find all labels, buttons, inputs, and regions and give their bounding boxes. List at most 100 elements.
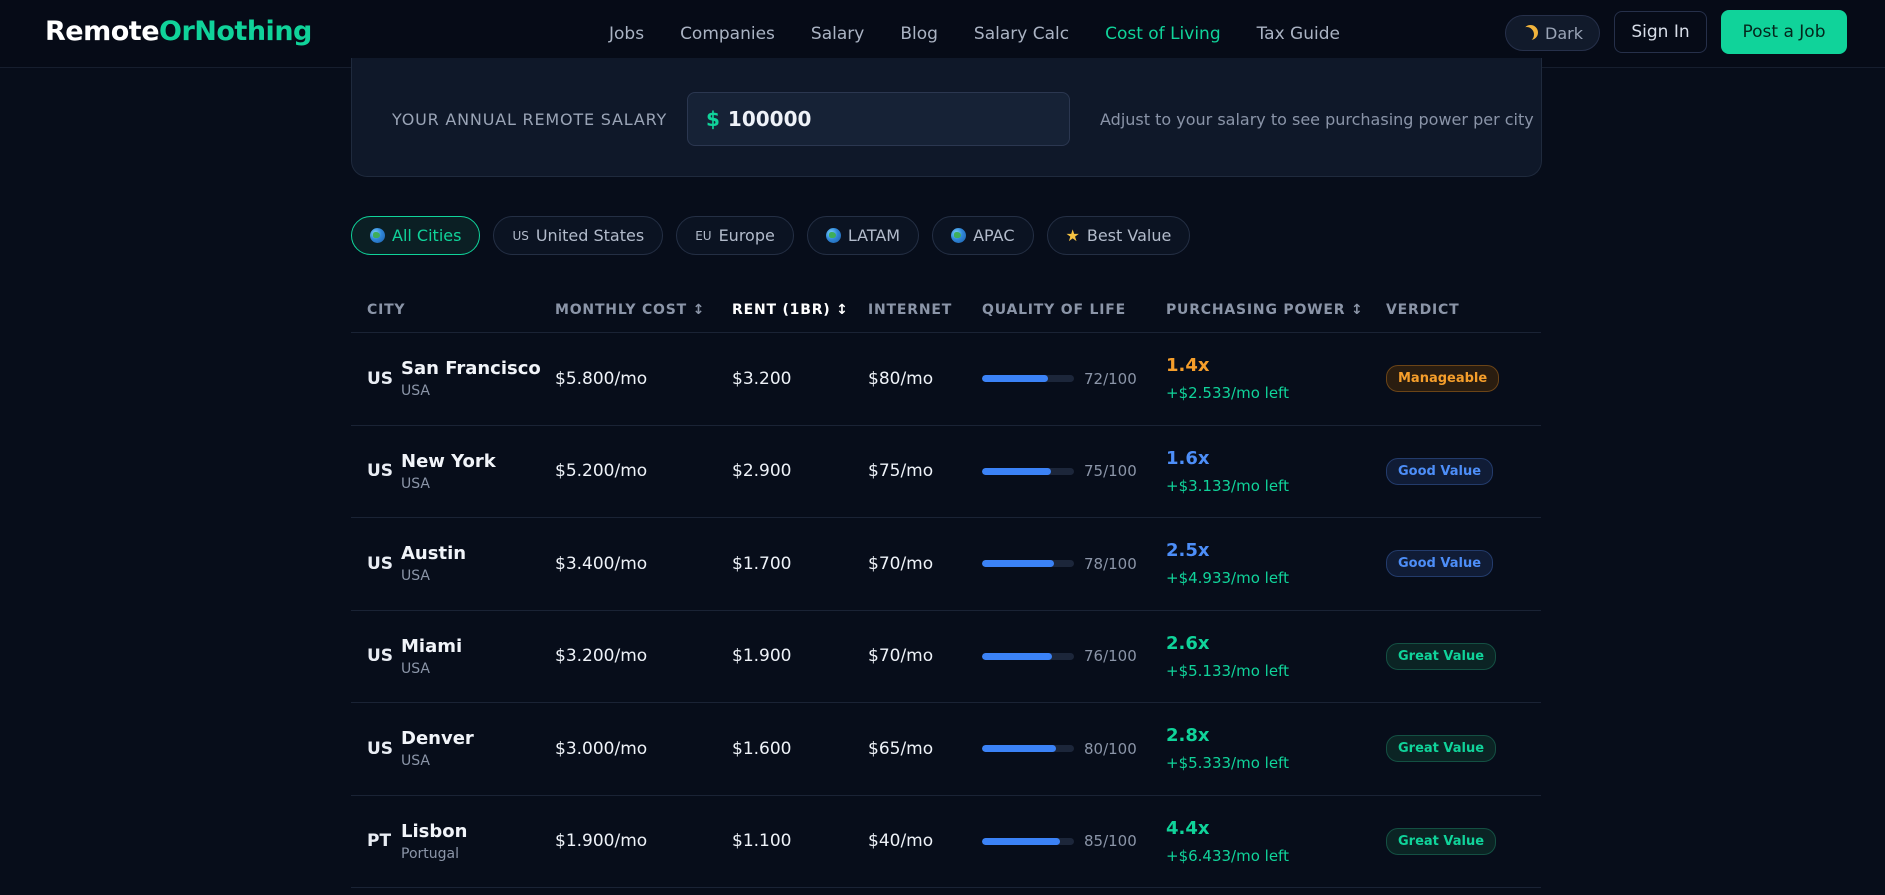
top-navbar: RemoteOrNothing Jobs Companies Salary Bl… — [0, 0, 1885, 68]
city-country: USA — [401, 568, 430, 585]
salary-input[interactable] — [727, 107, 1028, 131]
nav-link-cost-of-living[interactable]: Cost of Living — [1105, 24, 1221, 44]
internet-cost: $70/mo — [868, 646, 934, 667]
theme-toggle-button[interactable]: Dark — [1505, 15, 1600, 51]
quality-of-life-bar-fill — [982, 652, 1052, 660]
purchasing-power-cell: 2.5x +$4.933/mo left — [1166, 540, 1386, 587]
internet-cost: $80/mo — [868, 368, 934, 389]
post-job-button[interactable]: Post a Job — [1721, 10, 1847, 54]
nav-link-tax-guide[interactable]: Tax Guide — [1256, 24, 1340, 44]
dollar-icon: $ — [706, 107, 720, 131]
quality-of-life-bar-fill — [982, 837, 1061, 845]
table-row[interactable]: US Austin USA $3.400/mo $1.700 $70/mo 78… — [351, 518, 1541, 611]
purchasing-power-cell: 4.4x +$6.433/mo left — [1166, 818, 1386, 865]
rent-value: $2.900 — [732, 461, 792, 482]
quality-of-life-cell: 78/100 — [982, 555, 1166, 573]
filter-label: All Cities — [392, 226, 462, 245]
salary-panel: YOUR ANNUAL REMOTE SALARY $ Adjust to yo… — [351, 58, 1542, 177]
country-code: US — [367, 738, 394, 759]
nav-link-companies[interactable]: Companies — [680, 24, 775, 44]
table-row[interactable]: US Miami USA $3.200/mo $1.900 $70/mo 76/… — [351, 611, 1541, 703]
verdict-cell: Manageable — [1386, 365, 1541, 393]
table-row[interactable]: US San Francisco USA $5.800/mo $3.200 $8… — [351, 333, 1541, 426]
internet-cost: $70/mo — [868, 553, 934, 574]
monthly-cost: $5.800/mo — [555, 368, 648, 389]
filter-europe[interactable]: EU Europe — [676, 216, 794, 255]
purchasing-power-cell: 1.6x +$3.133/mo left — [1166, 448, 1386, 495]
rent-value: $1.100 — [732, 831, 792, 852]
monthly-cost: $5.200/mo — [555, 461, 648, 482]
column-header-quality-of-life: QUALITY OF LIFE — [982, 301, 1126, 318]
nav-link-salary[interactable]: Salary — [810, 24, 865, 44]
city-name: San Francisco — [401, 358, 541, 380]
verdict-badge: Manageable — [1386, 365, 1500, 393]
quality-of-life-score: 80/100 — [1084, 739, 1137, 758]
city-name: Austin — [401, 543, 467, 565]
city-country: Portugal — [401, 845, 459, 862]
filter-label: APAC — [973, 226, 1015, 245]
monthly-cost: $3.200/mo — [555, 646, 648, 667]
nav-link-salary-calc[interactable]: Salary Calc — [973, 24, 1070, 44]
column-header-internet: INTERNET — [868, 301, 953, 318]
city-country: USA — [401, 475, 430, 492]
filter-label: LATAM — [847, 226, 901, 245]
cost-of-living-table: CITY MONTHLY COST ↕ RENT (1BR) ↕ INTERNE… — [351, 287, 1541, 888]
quality-of-life-bar-fill — [982, 745, 1056, 753]
filter-latam[interactable]: LATAM — [806, 216, 920, 255]
globe-icon — [951, 228, 967, 243]
quality-of-life-cell: 76/100 — [982, 647, 1166, 665]
quality-of-life-score: 85/100 — [1084, 832, 1137, 851]
column-header-rent[interactable]: RENT (1BR) ↕ — [732, 301, 849, 318]
verdict-cell: Good Value — [1386, 550, 1541, 578]
city-country: USA — [401, 753, 430, 770]
column-header-purchasing-power[interactable]: PURCHASING POWER ↕ — [1166, 301, 1364, 318]
purchasing-power-multiplier: 2.8x — [1166, 725, 1210, 747]
nav-link-jobs[interactable]: Jobs — [609, 24, 645, 44]
table-row[interactable]: US New York USA $5.200/mo $2.900 $75/mo … — [351, 426, 1541, 518]
verdict-badge: Good Value — [1386, 550, 1494, 578]
city-cell: US New York USA — [351, 451, 555, 492]
city-name: Lisbon — [401, 820, 468, 842]
column-header-city: CITY — [367, 301, 406, 318]
internet-cost: $75/mo — [868, 461, 934, 482]
verdict-badge: Great Value — [1386, 642, 1497, 670]
table-row[interactable]: US Denver USA $3.000/mo $1.600 $65/mo 80… — [351, 703, 1541, 796]
internet-cost: $40/mo — [868, 831, 934, 852]
quality-of-life-cell: 80/100 — [982, 740, 1166, 758]
salary-hint: Adjust to your salary to see purchasing … — [1100, 110, 1534, 129]
quality-of-life-cell: 75/100 — [982, 462, 1166, 480]
rent-value: $1.700 — [732, 553, 792, 574]
nav-link-blog[interactable]: Blog — [900, 24, 938, 44]
city-country: USA — [401, 660, 430, 677]
filter-best-value[interactable]: ★ Best Value — [1046, 216, 1191, 255]
rent-value: $1.900 — [732, 646, 792, 667]
quality-of-life-bar — [982, 375, 1074, 383]
column-header-verdict: VERDICT — [1386, 301, 1460, 318]
internet-cost: $65/mo — [868, 738, 934, 759]
monthly-cost: $1.900/mo — [555, 831, 648, 852]
quality-of-life-score: 72/100 — [1084, 369, 1137, 388]
table-row[interactable]: PT Lisbon Portugal $1.900/mo $1.100 $40/… — [351, 796, 1541, 888]
money-left-per-month: +$5.333/mo left — [1166, 754, 1289, 773]
star-icon: ★ — [1065, 226, 1080, 245]
city-cell: US Miami USA — [351, 636, 555, 677]
sign-in-button[interactable]: Sign In — [1614, 11, 1707, 53]
money-left-per-month: +$2.533/mo left — [1166, 384, 1289, 403]
city-name: New York — [401, 450, 496, 472]
site-logo[interactable]: RemoteOrNothing — [45, 16, 312, 47]
filter-all-cities[interactable]: All Cities — [351, 216, 481, 255]
nav-links: Jobs Companies Salary Blog Salary Calc C… — [609, 0, 1376, 68]
verdict-cell: Great Value — [1386, 827, 1541, 855]
column-header-monthly-cost[interactable]: MONTHLY COST ↕ — [555, 301, 706, 318]
rent-value: $1.600 — [732, 738, 792, 759]
filter-apac[interactable]: APAC — [932, 216, 1034, 255]
city-name: Denver — [401, 728, 474, 750]
money-left-per-month: +$5.133/mo left — [1166, 661, 1289, 680]
verdict-badge: Good Value — [1386, 457, 1494, 485]
logo-part-ornothing: OrNothing — [159, 16, 312, 47]
filter-united-states[interactable]: US United States — [493, 216, 664, 255]
quality-of-life-bar-fill — [982, 375, 1049, 383]
country-code: US — [367, 553, 394, 574]
salary-input-wrapper[interactable]: $ — [687, 92, 1070, 146]
quality-of-life-bar — [982, 467, 1074, 475]
